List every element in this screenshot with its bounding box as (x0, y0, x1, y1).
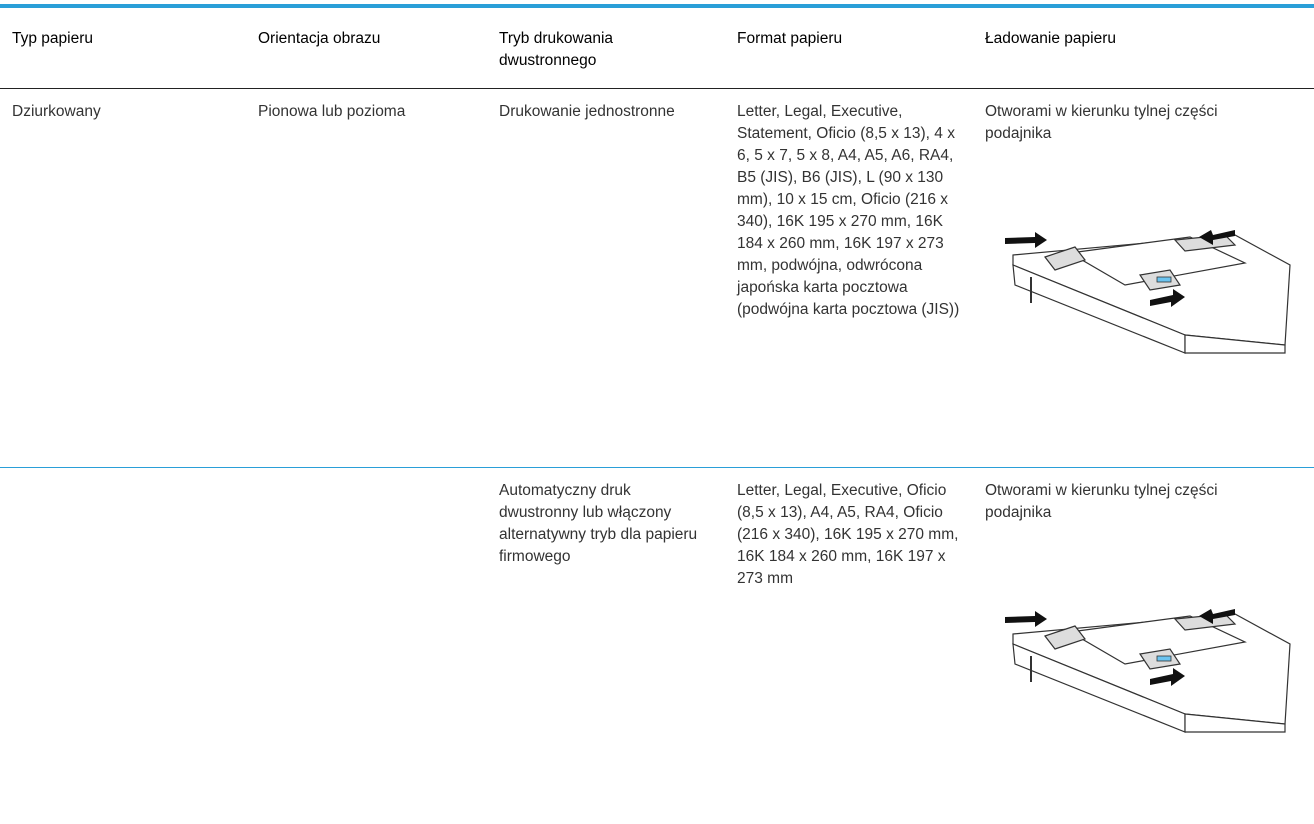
cell: Letter, Legal, Executive, Statement, Ofi… (725, 88, 973, 468)
header-cell: Orientacja obrazu (246, 8, 487, 89)
paper-table: Typ papieru Orientacja obrazu Tryb druko… (0, 8, 1314, 744)
top-rule (0, 4, 1314, 8)
table-row: Dziurkowany Pionowa lub pozioma Drukowan… (0, 88, 1314, 468)
cell: Drukowanie jednostronne (487, 88, 725, 468)
cell: Otworami w kierunku tylnej części podajn… (973, 468, 1314, 745)
cell-text: Otworami w kierunku tylnej części podajn… (985, 103, 1218, 142)
header-cell: Format papieru (725, 8, 973, 89)
header-cell: Typ papieru (0, 8, 246, 89)
tray-illustration (1005, 609, 1291, 733)
header-row: Typ papieru Orientacja obrazu Tryb druko… (0, 8, 1314, 89)
cell: Automatyczny druk dwustronny lub włączon… (499, 482, 698, 565)
cell (246, 468, 487, 745)
cell: Dziurkowany (0, 88, 246, 468)
cell: Letter, Legal, Executive, Oficio (8,5 x … (737, 482, 959, 587)
cell-text: Otworami w kierunku tylnej części podajn… (985, 482, 1218, 521)
cell (0, 468, 246, 745)
tray-illustration (1005, 230, 1291, 354)
table-row: Automatyczny druk dwustronny lub włączon… (0, 468, 1314, 745)
header-cell: Tryb drukowania dwustronnego (487, 8, 725, 89)
cell: Otworami w kierunku tylnej części podajn… (973, 88, 1314, 468)
cell: Pionowa lub pozioma (246, 88, 487, 468)
header-cell: Ładowanie papieru (973, 8, 1314, 89)
